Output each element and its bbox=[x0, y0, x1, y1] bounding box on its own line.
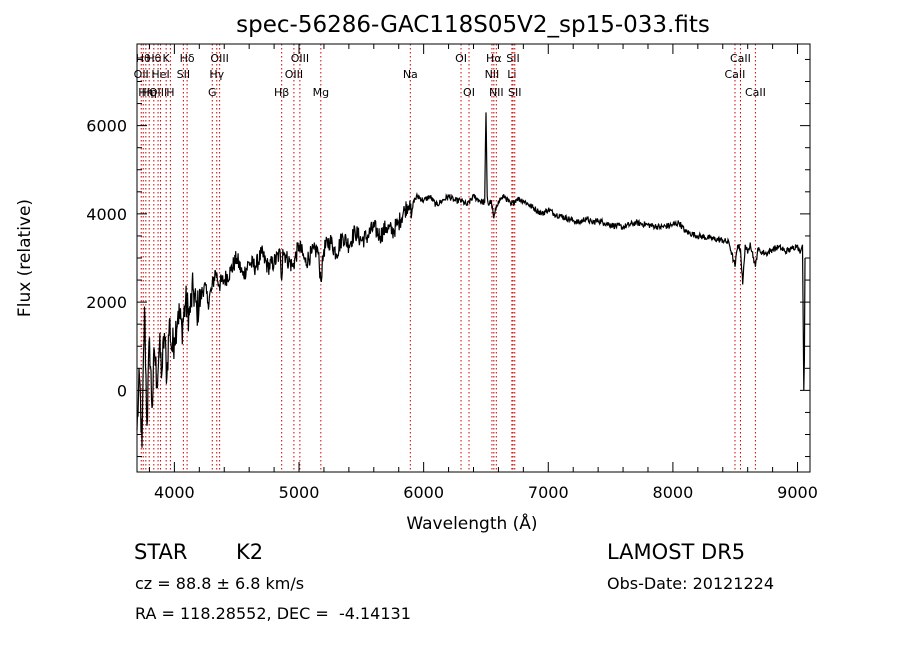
line-marker-label: OIII bbox=[149, 86, 167, 99]
line-marker-label: OIII bbox=[285, 68, 303, 81]
line-marker-label: OIII bbox=[210, 52, 228, 65]
line-marker-label: OI bbox=[463, 86, 475, 99]
line-marker-label: H bbox=[166, 86, 174, 99]
line-marker-label: Hδ bbox=[180, 52, 195, 65]
line-marker-label: Li bbox=[507, 68, 516, 81]
x-axis-label: Wavelength (Å) bbox=[406, 512, 537, 534]
object-subclass: K2 bbox=[236, 540, 264, 564]
line-marker-label: HeI bbox=[151, 68, 169, 81]
observation-date: Obs-Date: 20121224 bbox=[607, 574, 775, 593]
line-marker-label: CaII bbox=[730, 52, 751, 65]
x-tick-label: 9000 bbox=[777, 483, 818, 502]
survey-name: LAMOST DR5 bbox=[607, 540, 746, 564]
line-marker-label: Hθ bbox=[136, 52, 151, 65]
line-marker-label: Hα bbox=[486, 52, 502, 65]
y-axis-label: Flux (relative) bbox=[15, 199, 35, 317]
line-marker-label: Hη bbox=[142, 86, 157, 99]
line-marker-label: SII bbox=[508, 86, 521, 99]
y-tick-label: 2000 bbox=[86, 293, 127, 312]
line-marker-label: Hβ bbox=[274, 86, 289, 99]
line-marker-label: K bbox=[163, 52, 171, 65]
x-tick-label: 5000 bbox=[279, 483, 320, 502]
y-tick-label: 0 bbox=[117, 381, 127, 400]
chart-title: spec-56286-GAC118S05V2_sp15-033.fits bbox=[236, 12, 710, 38]
line-marker-label: CaII bbox=[725, 68, 746, 81]
line-marker-label: Hγ bbox=[209, 68, 224, 81]
line-marker-label: OII bbox=[134, 68, 149, 81]
object-class: STAR bbox=[134, 540, 188, 564]
line-marker-label: OIII bbox=[291, 52, 309, 65]
y-tick-label: 6000 bbox=[86, 117, 127, 136]
spectral-line-markers: OIIHθHηHηHθOIIIHeIKHSIIHδGHγOIIIHβOIIIOI… bbox=[134, 44, 766, 472]
x-tick-label: 8000 bbox=[653, 483, 694, 502]
spectrum-line bbox=[136, 112, 806, 448]
coordinates: RA = 118.28552, DEC = -4.14131 bbox=[135, 604, 411, 623]
line-marker-label: NII bbox=[489, 86, 504, 99]
line-marker-label: SII bbox=[177, 68, 190, 81]
y-tick-label: 4000 bbox=[86, 205, 127, 224]
line-marker-label: SII bbox=[506, 52, 519, 65]
line-marker-label: CaII bbox=[745, 86, 766, 99]
redshift-velocity: cz = 88.8 ± 6.8 km/s bbox=[135, 574, 305, 593]
line-marker-label: Mg bbox=[313, 86, 329, 99]
line-marker-label: OI bbox=[455, 52, 467, 65]
line-marker-label: G bbox=[208, 86, 217, 99]
x-tick-label: 4000 bbox=[154, 483, 195, 502]
x-tick-label: 7000 bbox=[528, 483, 569, 502]
line-marker-label: Na bbox=[403, 68, 418, 81]
line-marker-label: Hθ bbox=[146, 52, 161, 65]
line-marker-label: NII bbox=[485, 68, 500, 81]
axes: 4000 5000 6000 7000 8000 9000 0 2000 4000 6000 bbox=[86, 44, 818, 502]
x-tick-label: 6000 bbox=[403, 483, 444, 502]
